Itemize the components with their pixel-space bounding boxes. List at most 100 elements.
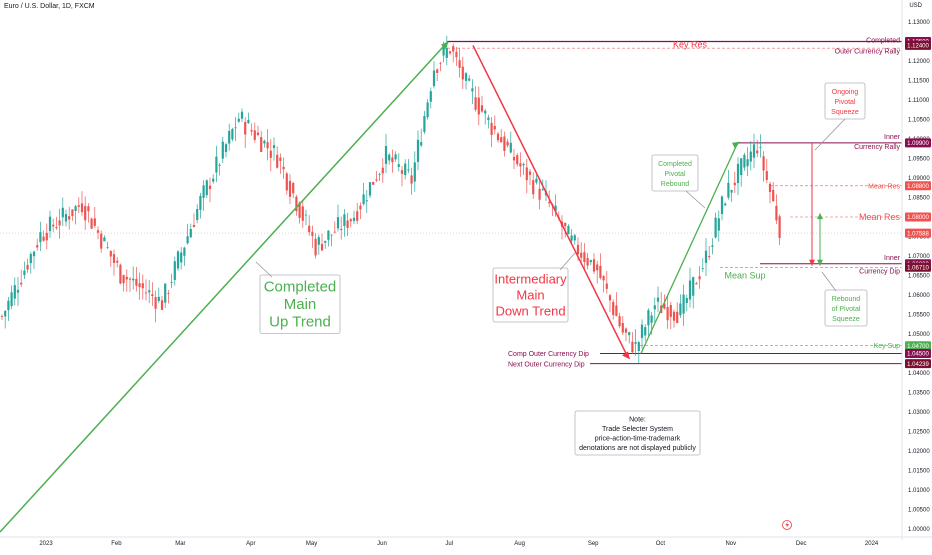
pivotal-rebound-line [640,141,739,354]
candle-body [599,265,602,278]
squeeze-arrowhead [809,259,815,266]
price-tag: 1.04500 [905,349,931,358]
candle-body [330,234,333,236]
candle-body [276,154,279,168]
candle-body [535,178,538,183]
candle-body [621,323,624,333]
price-tag-text: 1.12400 [907,44,929,50]
candle-body [493,125,496,130]
candle-body [381,167,384,174]
rebound-squeeze-box-line: of Pivotal [832,306,861,313]
down-trend-line [472,45,629,358]
candle-body [653,305,656,310]
candle-body [202,185,205,198]
candle-body [324,240,327,243]
candle-body [151,294,154,296]
candle-body [615,305,618,317]
candle-body [10,292,13,307]
candle-body [93,218,96,226]
candle-body [266,142,269,149]
rebound-squeeze-box-line: Rebound [832,296,861,303]
trend-lines [0,40,823,533]
note-box-line: price-action-time-trademark [595,435,681,442]
candle-body [624,328,628,333]
candle-body [36,245,39,248]
price-tick-label: 1.00500 [908,508,930,514]
candle-body [727,182,730,198]
candle-body [317,237,320,245]
candle-body [388,154,391,161]
price-tick-label: 1.09500 [908,157,930,163]
price-tag-text: 1.08800 [907,184,929,190]
candle-body [429,91,432,102]
price-tick-label: 1.10500 [908,118,930,124]
candle-body [775,205,778,221]
candle-body [426,102,429,118]
candle-body [141,283,144,289]
candle-body [368,182,372,196]
candle-body [528,171,532,175]
squeeze-connector [814,118,846,151]
candle-body [109,250,112,257]
candle-body [602,276,605,281]
price-tick-label: 1.03000 [908,410,930,416]
completed-rebound-box-line: Completed [658,161,692,168]
price-tag-text: 1.07588 [907,231,929,237]
candle-body [519,163,522,167]
candle-body [7,300,10,311]
candle-body [119,264,122,284]
candle-body [471,88,474,92]
candle-body [580,252,583,258]
note-box-frame [574,410,701,456]
candle-body [183,247,186,256]
price-tag-text: 1.06710 [907,266,929,272]
price-tick-label: 1.08500 [908,196,930,202]
candle-body [656,297,660,302]
candle-body [608,295,612,301]
outer-rally-label: Outer Currency Rally [835,48,901,55]
price-tag: 1.08000 [905,212,931,222]
candle-body [695,283,698,285]
candle-body [589,260,592,263]
candle-body [583,252,586,263]
price-tick-label: 1.11000 [908,98,930,104]
candle-body [692,277,695,296]
price-tag-text: 1.04239 [907,362,929,368]
note-box-line: Note: [629,416,646,423]
candle-body [234,127,237,129]
candle-body [509,142,512,153]
candle-body [304,214,308,216]
candle-body [704,250,708,263]
completed-rebound-box: Completed Pivotal Rebound [651,154,699,192]
intermediary-down-box-line: Down Trend [495,303,565,318]
candles [0,35,781,364]
candle-body [772,190,775,202]
note-box: Note: Trade Selecter System price-action-t… [574,410,701,456]
time-tick-label: Jul [445,541,453,547]
completed-rebound-box-line: Rebound [661,181,690,188]
price-tag-bg [905,138,931,148]
rebound-squeeze-box: Rebound of Pivotal Squeeze [824,289,868,327]
price-tag: 1.07588 [905,228,931,238]
candle-body [490,122,493,135]
price-tag-bg [905,212,931,222]
price-tick-label: 1.00000 [908,527,930,533]
main-up-trend-line [0,40,449,533]
level-lines [0,40,902,365]
candle-body [212,178,215,182]
price-tick-label: 1.13000 [908,20,930,26]
inner-label-1: Inner [884,134,901,141]
candle-body [48,216,52,232]
candle-body [407,169,410,171]
candle-body [240,111,244,119]
candle-body [701,268,704,270]
candle-body [669,305,672,317]
candle-body [522,163,525,166]
candle-body [688,280,692,300]
ongoing-squeeze-box-line: Pivotal [834,99,855,106]
candle-body [765,171,768,180]
price-tick-label: 1.04000 [908,371,930,377]
candle-body [365,200,368,202]
price-tag-bg [905,341,931,351]
